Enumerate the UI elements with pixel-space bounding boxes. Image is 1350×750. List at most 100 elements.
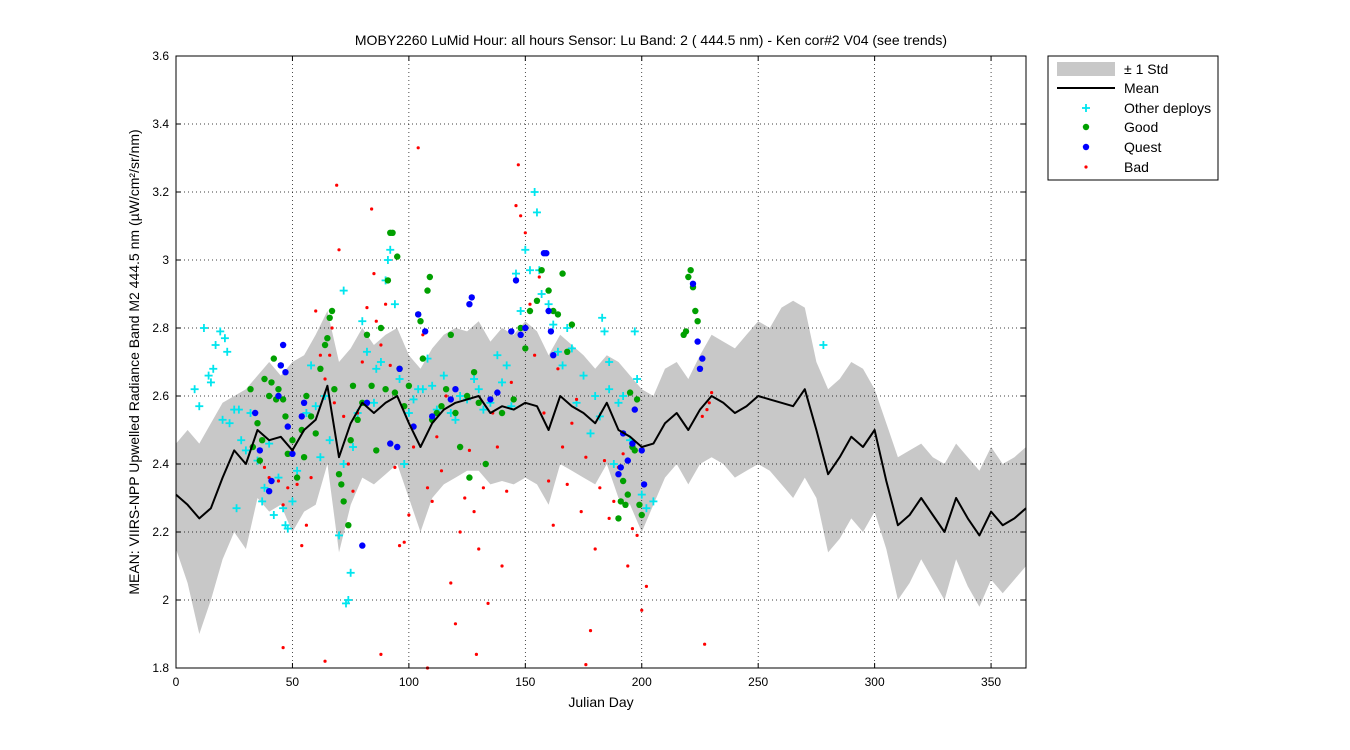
point-bad (388, 363, 392, 367)
point-quest (279, 341, 287, 349)
point-quest (428, 413, 436, 420)
point-good (463, 392, 471, 400)
point-good (368, 382, 375, 389)
point-good (275, 386, 282, 393)
point-good (282, 413, 289, 420)
point-good (482, 460, 489, 468)
point-other-deploys (586, 429, 595, 438)
point-good (550, 307, 557, 315)
point-bad (542, 411, 546, 415)
point-other-deploys (567, 344, 576, 353)
point-good (442, 386, 450, 393)
point-bad (495, 445, 499, 449)
point-other-deploys (605, 385, 614, 394)
point-good (270, 355, 278, 362)
point-other-deploys (218, 415, 227, 424)
point-other-deploys (206, 378, 215, 387)
point-other-deploys (600, 327, 609, 336)
point-good (419, 355, 427, 362)
point-bad (477, 547, 481, 551)
point-other-deploys (633, 375, 642, 383)
point-quest (452, 386, 459, 393)
legend-std-swatch (1057, 62, 1115, 76)
point-other-deploys (234, 405, 243, 414)
point-other-deploys (372, 364, 381, 373)
point-good (349, 382, 357, 389)
point-good (417, 318, 424, 325)
point-good (626, 389, 634, 396)
scatter-points (190, 146, 828, 670)
y-tick-label: 1.8 (152, 661, 169, 675)
point-bad (533, 353, 537, 357)
y-tick-label: 2.8 (152, 321, 169, 335)
point-good (279, 396, 287, 403)
point-bad (372, 272, 376, 276)
x-tick-label: 200 (632, 675, 652, 689)
point-bad (365, 306, 369, 310)
point-quest (638, 447, 645, 454)
point-bad (458, 530, 462, 534)
point-quest (696, 365, 704, 372)
point-other-deploys (344, 596, 353, 604)
point-other-deploys (404, 409, 413, 417)
point-bad (472, 510, 476, 514)
point-other-deploys (288, 497, 297, 506)
point-good (438, 403, 445, 410)
point-quest (615, 471, 622, 478)
point-good (682, 328, 690, 335)
x-tick-label: 150 (515, 675, 535, 689)
point-good (384, 277, 392, 284)
point-good (619, 477, 627, 485)
point-quest (282, 369, 289, 376)
point-other-deploys (456, 392, 465, 400)
point-bad (700, 414, 704, 418)
y-tick-label: 3.2 (152, 185, 169, 199)
point-good (470, 369, 478, 376)
point-bad (588, 629, 593, 633)
point-quest (522, 324, 529, 332)
point-other-deploys (383, 256, 392, 264)
point-bad (500, 564, 504, 568)
point-good (254, 420, 261, 427)
point-other-deploys (348, 443, 357, 451)
point-good (685, 273, 692, 281)
point-bad (516, 163, 520, 167)
point-good (394, 253, 401, 260)
point-good (692, 307, 699, 315)
point-bad (393, 465, 397, 469)
point-bad (560, 445, 565, 449)
point-bad (416, 146, 420, 150)
point-other-deploys (521, 245, 530, 254)
point-good (424, 287, 431, 294)
y-tick-label: 2.2 (152, 525, 169, 539)
x-tick-label: 0 (173, 675, 180, 689)
legend-box (1047, 55, 1219, 181)
point-quest (694, 338, 701, 345)
point-bad (439, 469, 444, 473)
point-other-deploys (339, 286, 348, 295)
point-bad (300, 544, 304, 548)
point-good (694, 318, 701, 325)
point-good (335, 471, 343, 478)
point-quest (275, 392, 282, 400)
point-good (307, 413, 315, 420)
point-good (377, 324, 385, 332)
point-other-deploys (390, 300, 399, 309)
point-good (564, 348, 571, 355)
point-bad (547, 479, 551, 483)
point-quest (414, 311, 422, 318)
point-bad (635, 533, 639, 538)
point-good (391, 389, 399, 396)
point-good (526, 307, 534, 315)
point-quest (396, 365, 403, 372)
point-bad (370, 207, 374, 211)
point-good (284, 450, 291, 457)
legend-label-other: Other deploys (1124, 100, 1211, 116)
point-quest (300, 399, 308, 406)
point-bad (528, 302, 532, 306)
point-good (300, 454, 308, 461)
point-bad (598, 486, 602, 490)
point-bad (346, 462, 350, 466)
point-quest (387, 440, 394, 447)
point-quest (550, 352, 557, 359)
